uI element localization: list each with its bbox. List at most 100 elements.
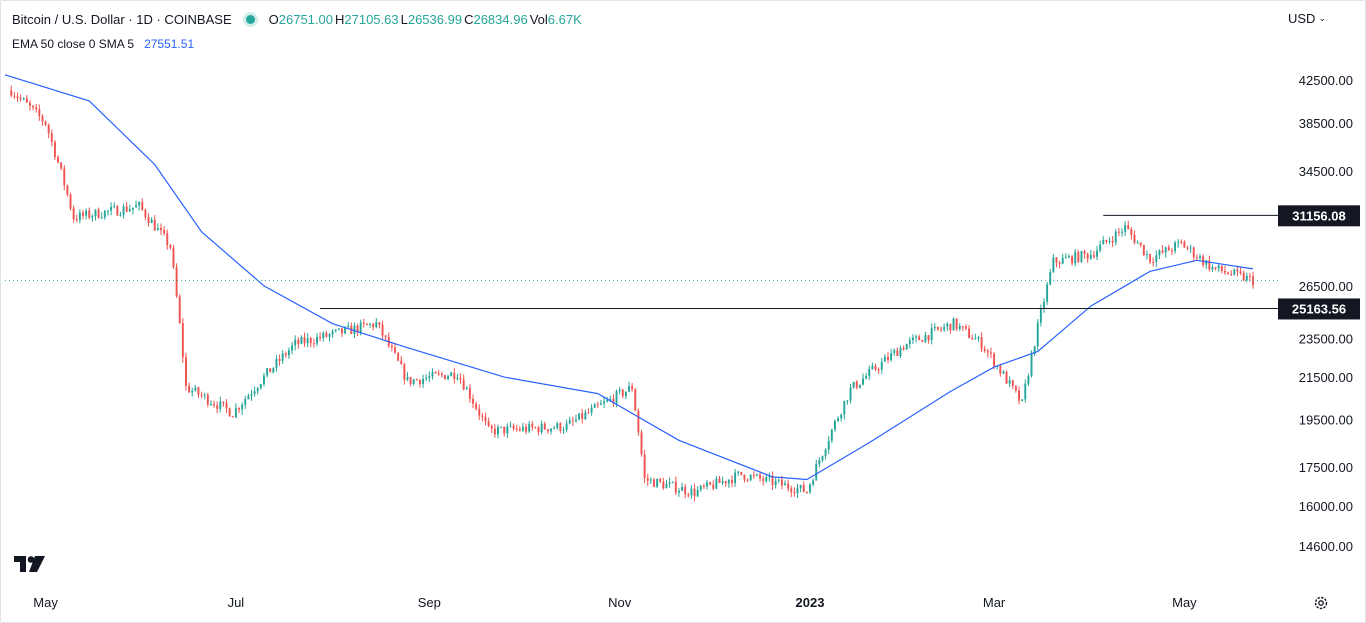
candle xyxy=(234,403,237,419)
candle xyxy=(762,475,765,486)
candle xyxy=(1064,253,1067,259)
candle xyxy=(475,401,478,411)
candle xyxy=(606,396,609,403)
candle xyxy=(784,480,786,486)
gear-icon[interactable] xyxy=(1313,595,1329,616)
candle xyxy=(731,475,733,487)
candle xyxy=(587,408,590,414)
x-tick-label: Jul xyxy=(228,595,245,610)
candle xyxy=(156,223,159,231)
candle xyxy=(437,369,440,376)
candle xyxy=(515,424,518,432)
y-tick-label: 23500.00 xyxy=(1299,331,1353,346)
candle xyxy=(169,243,172,250)
candle xyxy=(918,334,921,341)
candle xyxy=(824,448,827,460)
candle xyxy=(13,91,16,100)
candle xyxy=(1220,265,1223,274)
candle xyxy=(281,350,284,364)
candle xyxy=(877,367,880,374)
symbol-title[interactable]: Bitcoin / U.S. Dollar · 1D · COINBASE xyxy=(12,12,232,27)
candle xyxy=(500,426,503,429)
candle xyxy=(191,387,194,397)
candle xyxy=(612,394,615,407)
candle xyxy=(456,374,459,381)
indicator-legend[interactable]: EMA 50 close 0 SMA 5 27551.51 xyxy=(12,37,194,51)
candle xyxy=(309,336,312,348)
candle xyxy=(266,367,269,378)
candle xyxy=(890,348,893,362)
candle xyxy=(244,395,247,409)
candle xyxy=(1027,373,1030,387)
candle xyxy=(434,371,437,374)
candle xyxy=(175,263,178,299)
ohlc-value: 26536.99 xyxy=(407,12,463,27)
candle xyxy=(362,318,365,328)
ohlc-value: 27105.63 xyxy=(344,12,399,27)
candle xyxy=(487,417,490,428)
candle xyxy=(200,391,203,399)
candle xyxy=(103,209,106,220)
candle xyxy=(1180,239,1183,245)
candle xyxy=(47,123,50,139)
level-label-bg xyxy=(1278,298,1360,320)
candle xyxy=(247,393,250,400)
candle xyxy=(85,208,88,220)
candle xyxy=(1099,240,1102,253)
candle xyxy=(478,404,481,421)
candle xyxy=(60,162,63,171)
candle xyxy=(481,412,484,422)
candle xyxy=(887,351,889,364)
candle xyxy=(122,203,125,219)
candle xyxy=(1130,226,1133,240)
candle xyxy=(752,471,755,479)
candle xyxy=(69,192,72,211)
currency-selector[interactable]: USD ⌄ xyxy=(1288,11,1326,26)
candle xyxy=(125,201,128,213)
candle xyxy=(312,338,315,348)
candle xyxy=(1152,257,1155,267)
candle xyxy=(765,474,768,483)
candle xyxy=(534,426,537,429)
y-tick-label: 14600.00 xyxy=(1299,539,1353,554)
candle xyxy=(896,347,899,357)
candle xyxy=(250,389,253,401)
candle xyxy=(927,334,930,344)
candle xyxy=(1239,266,1242,276)
candle xyxy=(297,337,300,349)
candle xyxy=(755,473,758,477)
y-tick-label: 19500.00 xyxy=(1299,413,1353,428)
candle xyxy=(1145,250,1148,260)
candle xyxy=(225,398,228,414)
candle xyxy=(419,379,421,388)
candle xyxy=(493,424,496,438)
candle xyxy=(1142,244,1145,257)
candle xyxy=(1024,379,1027,403)
candle xyxy=(759,472,762,482)
candle xyxy=(643,449,646,484)
candle xyxy=(131,207,134,215)
candle xyxy=(702,483,705,490)
candle xyxy=(287,347,290,360)
candle xyxy=(1096,245,1099,261)
candle xyxy=(687,492,690,498)
tradingview-logo-icon[interactable] xyxy=(14,556,46,577)
candle xyxy=(965,324,967,331)
price-axis: 42500.00 38500.00 34500.00 26500.00 23500.00… xyxy=(1299,73,1353,554)
candle xyxy=(28,100,31,111)
candle xyxy=(790,485,793,498)
candle xyxy=(468,384,471,403)
candle xyxy=(1230,270,1233,276)
candle xyxy=(66,184,69,197)
candle xyxy=(933,323,936,332)
candle xyxy=(365,323,368,326)
candle xyxy=(684,483,687,499)
candle xyxy=(150,217,153,224)
candle xyxy=(135,200,138,208)
candle xyxy=(525,423,528,435)
x-tick-label: Sep xyxy=(418,595,441,610)
candle xyxy=(1086,252,1089,263)
candle xyxy=(403,362,406,385)
candle xyxy=(1117,228,1120,237)
